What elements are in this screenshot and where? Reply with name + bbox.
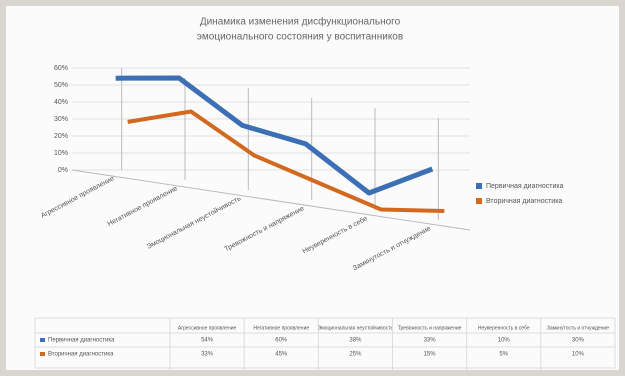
x-tick-label: Эмоциональная неустойчивость [145, 194, 242, 251]
table-row-label: Вторичная диагностика [48, 352, 114, 358]
y-tick-label: 50% [54, 82, 68, 89]
table-value: 5% [499, 352, 508, 358]
table-swatch [40, 338, 45, 342]
table-value: 30% [572, 338, 585, 344]
y-tick-label: 40% [54, 99, 68, 106]
table-value: 60% [275, 338, 288, 344]
table-value: 10% [572, 352, 585, 358]
legend-swatch [476, 183, 482, 189]
legend-label: Вторичная диагностика [486, 198, 562, 205]
table-header: Неуверенность в себе [478, 325, 530, 331]
table-value: 33% [424, 338, 437, 344]
y-tick-label: 60% [54, 65, 68, 72]
table-header: Тревожность и напряжение [398, 325, 462, 331]
frame [6, 6, 619, 370]
y-tick-label: 20% [54, 133, 68, 140]
x-axis [71, 169, 471, 231]
chart-subtitle: эмоционального состояния у воспитанников [197, 32, 403, 43]
table-value: 33% [201, 352, 214, 358]
legend-swatch [476, 198, 482, 204]
y-tick-label: 30% [54, 116, 68, 123]
x-tick-label: Тревожность и напряжение [223, 205, 305, 253]
table-value: 45% [275, 352, 288, 358]
table-header: Агрессивное проявление [178, 325, 237, 331]
chart-title: Динамика изменения дисфункционального [200, 16, 401, 28]
table-value: 38% [349, 338, 362, 344]
table-value: 54% [201, 338, 214, 344]
table-header: Замкнутость и отчуждение [547, 325, 609, 331]
y-tick-label: 10% [54, 150, 68, 157]
series-line [127, 109, 445, 213]
table-value: 15% [424, 352, 437, 358]
table-row-label: Первичная диагностика [48, 338, 115, 344]
legend-label: Первичная диагностика [486, 183, 564, 190]
table-header: Эмоциональная неустойчивость [318, 324, 394, 331]
table-header: Негативное проявление [253, 325, 309, 331]
x-tick-label: Замкнутость и отчуждение [352, 225, 432, 272]
table-value: 25% [349, 352, 362, 358]
x-tick-label: Неуверенность в себе [301, 214, 369, 255]
y-tick-label: 0% [58, 167, 68, 174]
table [34, 317, 616, 369]
table-swatch [40, 352, 45, 356]
x-tick-label: Негативное проявление [107, 185, 179, 228]
x-tick-label: Агрессивное проявление [40, 175, 116, 220]
table-value: 10% [498, 338, 511, 344]
series-line [115, 75, 434, 196]
